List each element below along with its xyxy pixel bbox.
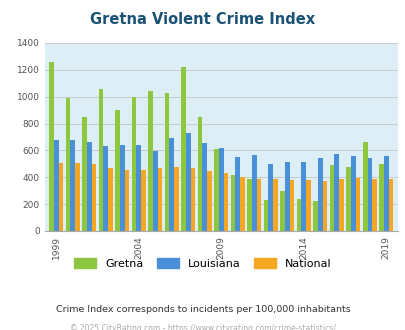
Bar [350,156,355,231]
Legend: Gretna, Louisiana, National: Gretna, Louisiana, National [70,254,335,273]
Bar [190,168,195,231]
Bar [82,117,87,231]
Bar [70,140,75,231]
Bar [87,142,91,231]
Bar [174,167,178,231]
Bar [313,201,317,231]
Bar [284,162,289,231]
Bar [329,165,334,231]
Bar [371,179,376,231]
Text: Gretna Violent Crime Index: Gretna Violent Crime Index [90,12,315,26]
Bar [218,148,223,231]
Bar [296,199,301,231]
Bar [367,158,371,231]
Bar [334,154,338,231]
Bar [197,117,202,231]
Bar [185,133,190,231]
Bar [54,140,58,231]
Bar [230,175,235,231]
Bar [301,162,305,231]
Bar [268,164,273,231]
Bar [355,178,359,231]
Bar [256,179,260,231]
Bar [136,145,141,231]
Bar [280,191,284,231]
Bar [98,88,103,231]
Bar [202,143,207,231]
Bar [169,138,174,231]
Bar [75,163,79,231]
Bar [91,164,96,231]
Bar [103,146,108,231]
Text: © 2025 CityRating.com - https://www.cityrating.com/crime-statistics/: © 2025 CityRating.com - https://www.city… [70,324,335,330]
Bar [148,91,153,231]
Bar [108,168,112,231]
Text: Crime Index corresponds to incidents per 100,000 inhabitants: Crime Index corresponds to incidents per… [55,305,350,314]
Bar [181,67,185,231]
Bar [58,163,63,231]
Bar [383,156,388,231]
Bar [273,179,277,231]
Bar [164,93,169,231]
Bar [345,167,350,231]
Bar [252,155,256,231]
Bar [49,62,54,231]
Bar [317,158,322,231]
Bar [119,145,124,231]
Bar [289,180,294,231]
Bar [305,180,310,231]
Bar [207,171,211,231]
Bar [239,177,244,231]
Bar [66,98,70,231]
Bar [214,149,218,231]
Bar [124,170,129,231]
Bar [378,164,383,231]
Bar [141,170,145,231]
Bar [338,179,343,231]
Bar [322,181,326,231]
Bar [157,168,162,231]
Bar [115,110,119,231]
Bar [362,142,367,231]
Bar [132,97,136,231]
Bar [263,200,268,231]
Bar [388,179,392,231]
Bar [153,151,157,231]
Bar [235,157,239,231]
Bar [223,173,228,231]
Bar [247,179,252,231]
